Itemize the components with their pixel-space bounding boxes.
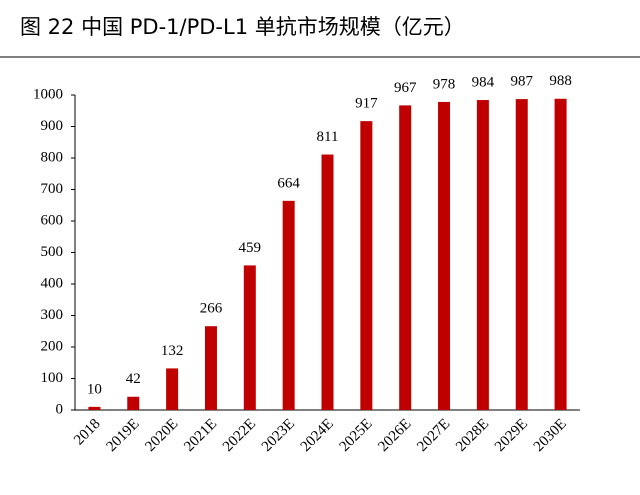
data-label: 984	[472, 74, 495, 90]
x-tick-label: 2021E	[181, 416, 220, 455]
y-tick-label: 700	[41, 181, 64, 197]
y-tick-label: 900	[41, 118, 64, 134]
x-tick-label: 2024E	[298, 416, 337, 455]
y-tick-label: 600	[41, 212, 64, 228]
bar	[166, 368, 179, 410]
bar	[204, 326, 217, 410]
bar	[88, 406, 101, 410]
x-tick-label: 2028E	[453, 416, 492, 455]
x-tick-label: 2018	[71, 416, 104, 449]
data-label: 459	[239, 240, 262, 256]
data-label: 917	[355, 96, 378, 112]
x-tick-label: 2023E	[259, 416, 298, 455]
x-tick-label: 2025E	[337, 416, 376, 455]
data-label: 10	[87, 381, 102, 397]
bar	[321, 154, 334, 410]
bar	[360, 121, 373, 411]
data-label: 967	[394, 80, 417, 96]
y-tick-label: 100	[41, 370, 64, 386]
bar	[476, 100, 489, 410]
data-label: 664	[277, 175, 300, 191]
chart-title: 图 22 中国 PD-1/PD-L1 单抗市场规模（亿元）	[20, 15, 465, 39]
y-tick-label: 300	[41, 307, 64, 323]
bar	[243, 265, 256, 410]
y-tick-label: 400	[41, 275, 64, 291]
data-label: 266	[200, 301, 223, 317]
x-tick-label: 2027E	[414, 416, 453, 455]
data-label: 42	[126, 371, 141, 387]
bar	[127, 396, 140, 410]
y-tick-label: 0	[56, 401, 64, 417]
data-label: 811	[317, 129, 339, 145]
x-tick-label: 2029E	[492, 416, 531, 455]
bar	[282, 200, 295, 410]
x-tick-label: 2020E	[142, 416, 181, 455]
bar	[515, 99, 528, 410]
data-label: 987	[510, 74, 533, 90]
data-label: 132	[161, 343, 184, 359]
y-tick-label: 800	[41, 149, 64, 165]
y-tick-label: 1000	[33, 86, 63, 102]
y-tick-label: 200	[41, 338, 64, 354]
bar	[399, 105, 412, 411]
data-label: 988	[549, 73, 572, 89]
x-tick-label: 2019E	[104, 416, 143, 455]
data-label: 978	[433, 76, 456, 92]
bar	[554, 98, 567, 410]
y-tick-label: 500	[41, 244, 64, 260]
x-tick-label: 2030E	[531, 416, 570, 455]
x-tick-label: 2026E	[375, 416, 414, 455]
x-tick-label: 2022E	[220, 416, 259, 455]
bar	[438, 101, 451, 411]
